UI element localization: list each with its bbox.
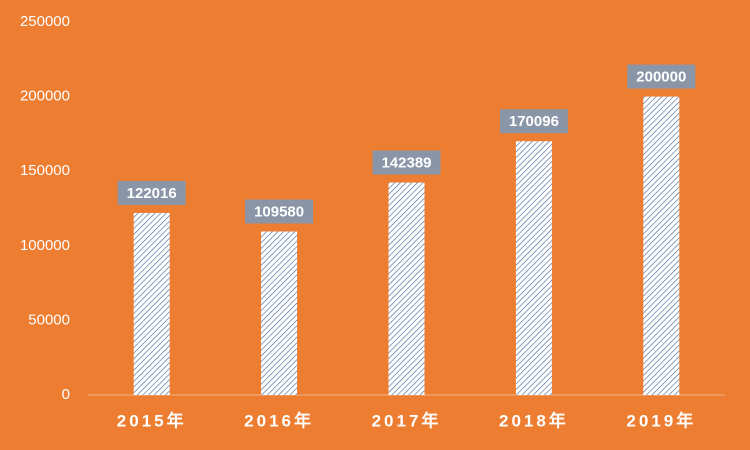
y-tick-label: 150000 (20, 162, 70, 179)
value-label: 142389 (381, 155, 431, 172)
value-label-box (117, 180, 186, 205)
y-tick-label: 100000 (20, 237, 70, 254)
value-label: 170096 (509, 113, 559, 130)
bar (643, 96, 680, 395)
x-tick-label: 2017年 (372, 410, 442, 430)
value-label-box (499, 109, 568, 134)
value-label: 109580 (254, 203, 304, 220)
x-tick-label: 2019年 (626, 410, 696, 430)
value-label: 200000 (636, 69, 686, 86)
y-tick-label: 50000 (28, 311, 70, 328)
bar (261, 231, 298, 395)
value-label-box (627, 64, 696, 89)
x-tick-label: 2018年 (499, 410, 569, 430)
y-tick-label: 250000 (20, 13, 70, 30)
value-label-box (245, 199, 314, 224)
y-tick-label: 0 (62, 386, 70, 403)
bar (133, 212, 170, 395)
x-tick-label: 2016年 (244, 410, 314, 430)
x-tick-label: 2015年 (117, 410, 187, 430)
value-label-box (372, 150, 441, 175)
y-tick-label: 200000 (20, 88, 70, 105)
bar (388, 182, 425, 395)
bar (515, 141, 552, 395)
value-label: 122016 (127, 185, 177, 202)
